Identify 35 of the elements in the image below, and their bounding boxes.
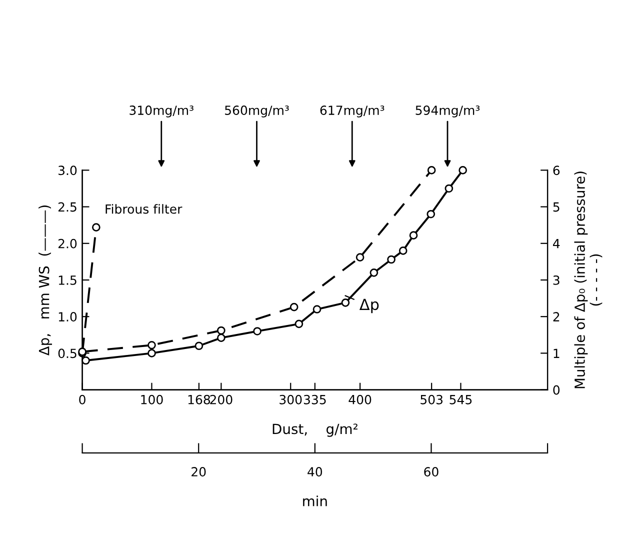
text: 617mg/m³: [320, 106, 384, 118]
x-tick-label: 400: [348, 394, 372, 404]
y-tick-label: 1.0: [58, 312, 77, 322]
x-tick-label: 503: [420, 394, 443, 404]
x-tick-label: 300: [280, 394, 302, 404]
text: 310mg/m³: [130, 106, 194, 118]
x-tick-label: 200: [210, 394, 232, 404]
y2-tick-label: 6: [553, 166, 560, 176]
y2-tick-label: 3: [553, 275, 560, 285]
text: 594mg/m³: [416, 106, 480, 118]
y2-tick-label: 0: [553, 385, 560, 395]
annotation: Fibrous filter: [106, 204, 182, 214]
annotation: Δp: [359, 298, 379, 314]
x-tick-label: 168: [188, 394, 210, 404]
x2-tick-label: 20: [192, 467, 206, 476]
y-axis-title: Δp, mm WS (———): [38, 206, 52, 356]
y-tick-label: 0.5: [58, 348, 76, 358]
x-tick-label: 335: [304, 394, 326, 404]
y-tick-label: 1.5: [58, 276, 76, 285]
y-tick-label: 2.0: [58, 238, 77, 248]
y-tick-label: 3.0: [58, 166, 77, 176]
y2-tick-label: 2: [553, 312, 560, 322]
y2-axis-title: Multiple of Δp₀ (initial pressure) (- - - - -): [574, 172, 602, 388]
y2-tick-label: 1: [554, 348, 560, 358]
x-axis-title: Dust, g/m²: [272, 424, 358, 437]
text: 560mg/m³: [225, 106, 289, 118]
x-tick-label: 100: [141, 394, 163, 404]
x2-tick-label: 60: [424, 467, 438, 476]
x-tick-label: 545: [450, 395, 472, 404]
x-tick-label: 0: [79, 394, 86, 404]
x2-axis-title: min: [303, 496, 327, 506]
y2-tick-label: 4: [553, 239, 560, 248]
y-tick-label: 2.5: [58, 202, 76, 212]
x2-tick-label: 40: [308, 467, 322, 476]
y2-tick-label: 5: [553, 202, 560, 212]
